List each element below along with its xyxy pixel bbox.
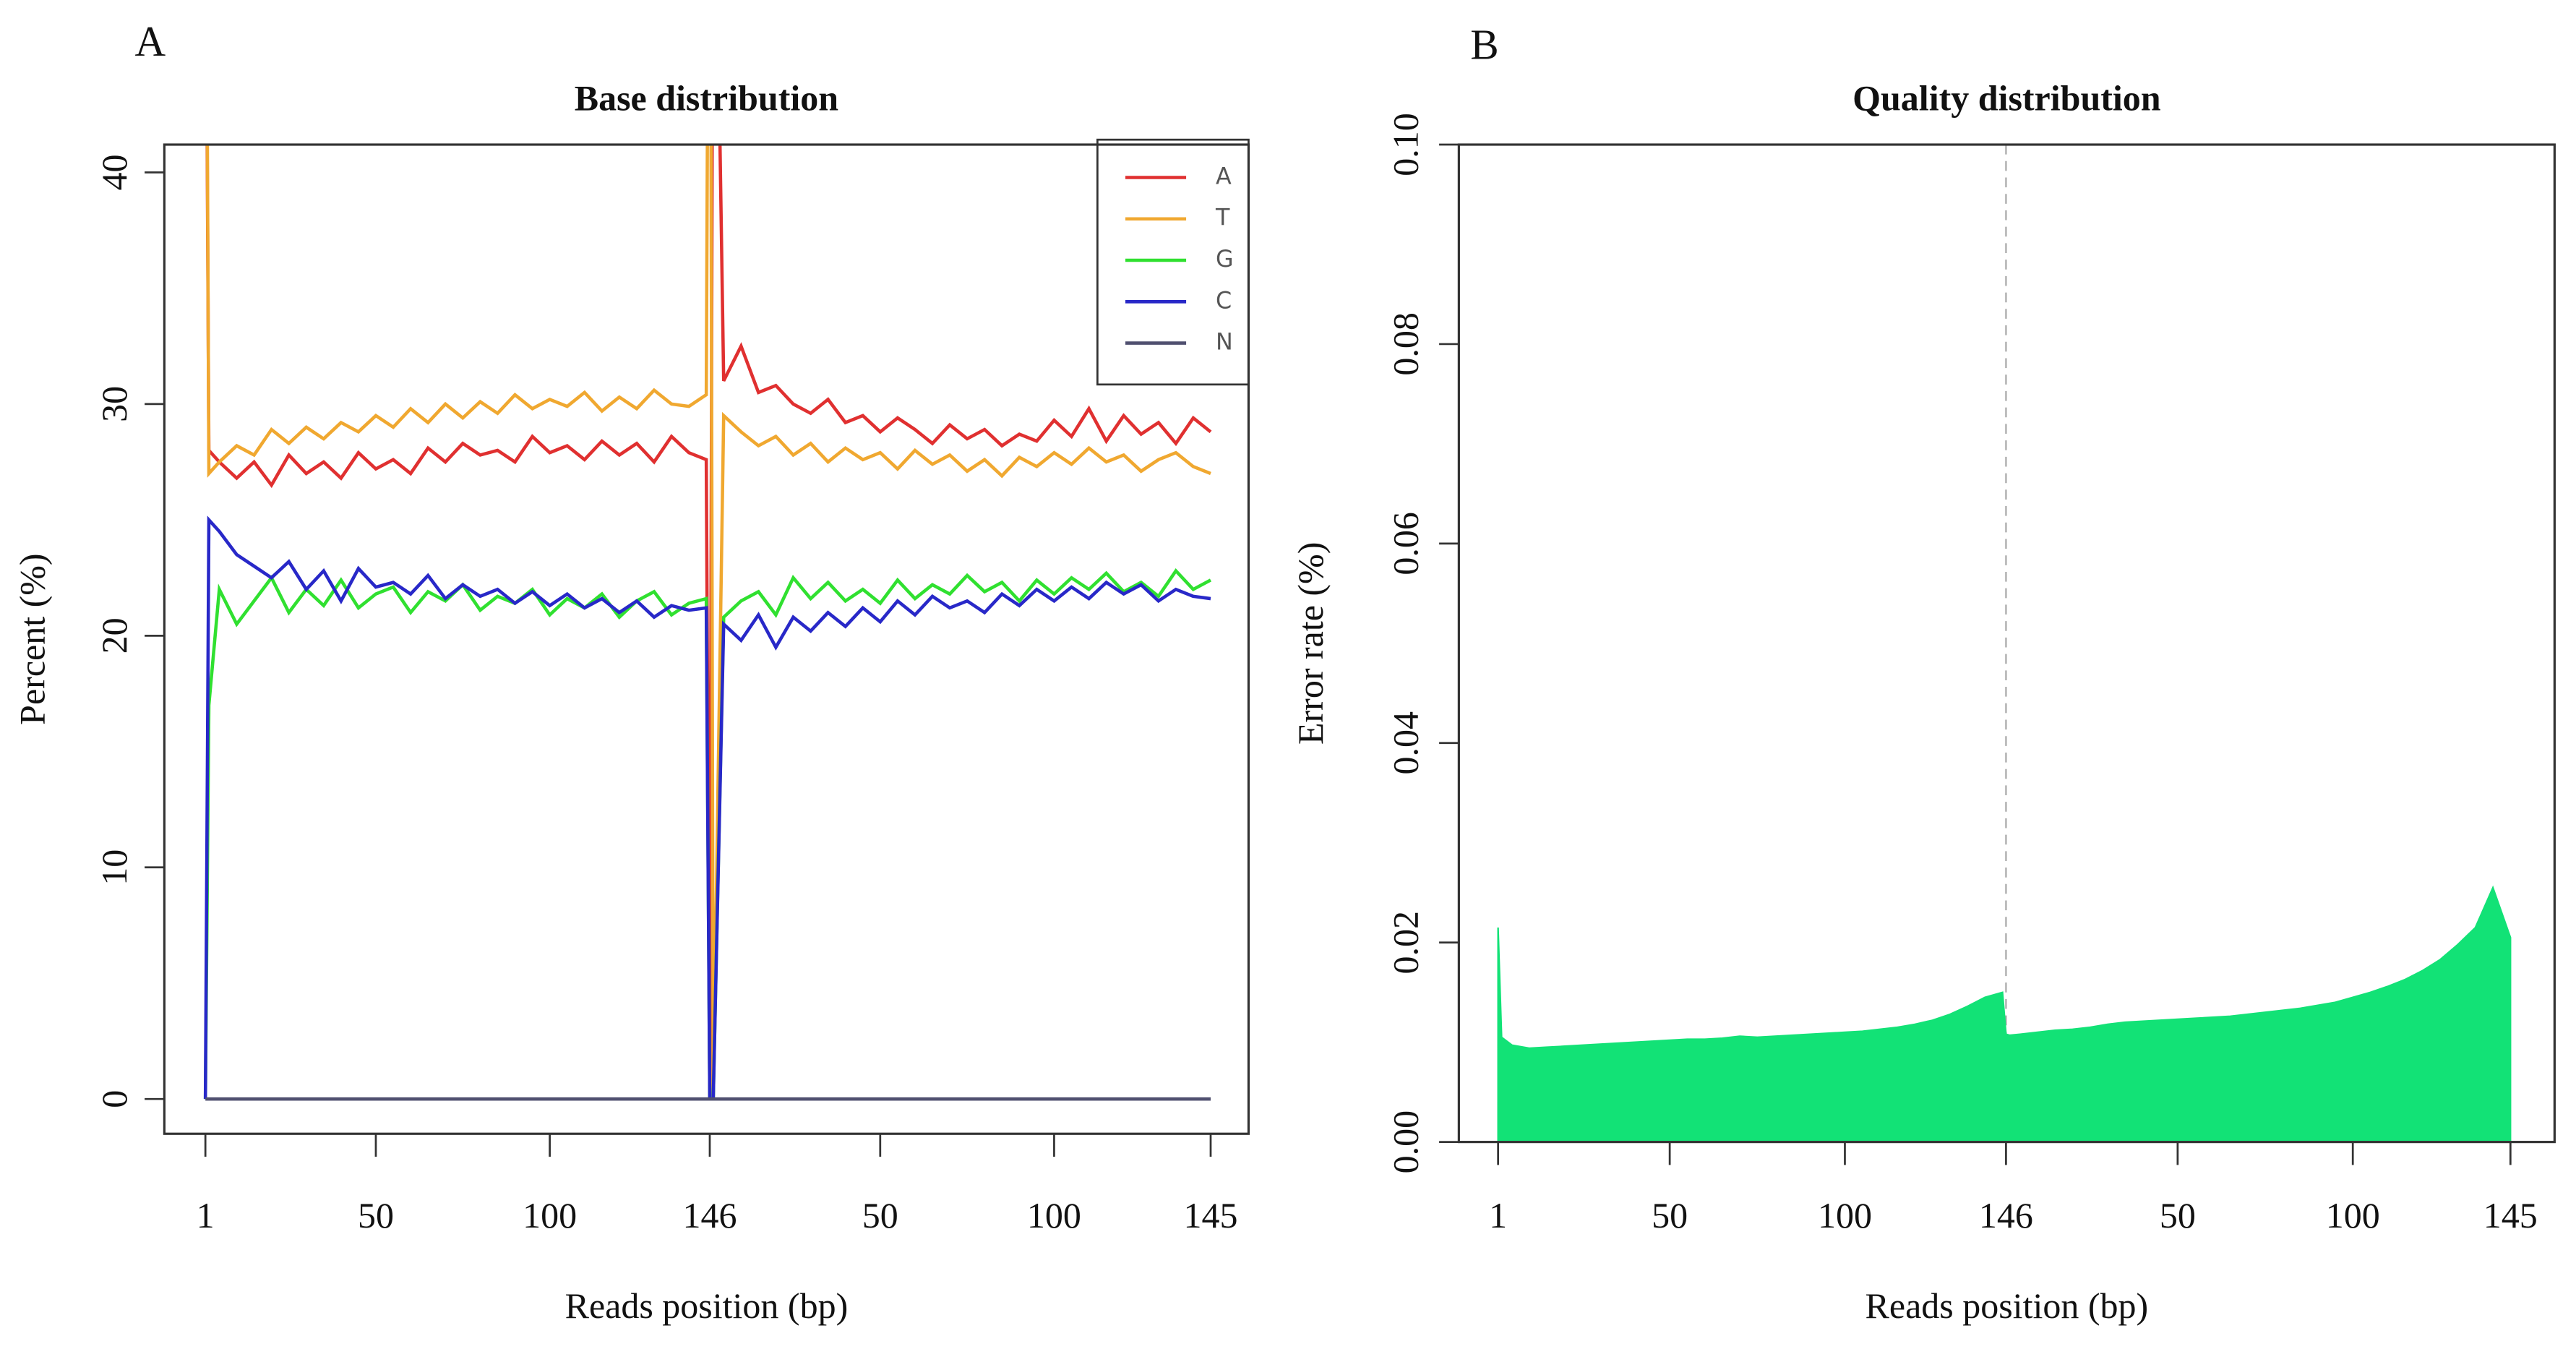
x-tick-label: 145 (2483, 1195, 2538, 1235)
x-tick-label: 100 (523, 1195, 577, 1235)
y-tick-label: 0.08 (1386, 312, 1426, 375)
y-tick-label: 0.00 (1386, 1110, 1426, 1173)
y-axis-label: Percent (%) (12, 553, 53, 724)
plot-area (1497, 145, 2512, 1142)
plot-area (203, 145, 1212, 1101)
error-area (1497, 885, 2512, 1142)
x-tick-label: 50 (1652, 1195, 1688, 1235)
x-tick-label: 50 (862, 1195, 898, 1235)
plot-frame (163, 143, 1250, 1135)
legend-label: G (1216, 245, 1234, 273)
y-tick-label: 10 (94, 849, 134, 886)
x-tick-label: 100 (1818, 1195, 1872, 1235)
plot-frame (1457, 143, 2556, 1144)
x-axis-label: Reads position (bp) (1866, 1285, 2149, 1326)
series-line (203, 515, 1211, 1101)
y-tick-label: 20 (94, 617, 134, 654)
chart-title: Base distribution (575, 77, 839, 118)
x-tick-label: 146 (1979, 1195, 2033, 1235)
y-tick-label: 30 (94, 386, 134, 422)
series-line (205, 145, 1211, 1100)
panel-label: B (1470, 21, 1498, 69)
panel-label: A (134, 17, 166, 65)
y-tick-label: 0.06 (1386, 512, 1426, 575)
x-tick-label: 100 (1027, 1195, 1081, 1235)
y-axis-label: Error rate (%) (1290, 542, 1331, 745)
legend-label: N (1216, 328, 1233, 356)
y-tick-label: 40 (94, 154, 134, 190)
y-tick-label: 0.02 (1386, 911, 1426, 974)
x-tick-label: 50 (2160, 1195, 2196, 1235)
x-tick-label: 146 (682, 1195, 737, 1235)
y-tick-label: 0 (94, 1090, 134, 1108)
x-tick-label: 50 (358, 1195, 394, 1235)
y-tick-label: 0.04 (1386, 711, 1426, 775)
x-axis-label: Reads position (bp) (565, 1285, 849, 1326)
legend-label: T (1215, 204, 1230, 231)
x-tick-label: 145 (1183, 1195, 1237, 1235)
legend-label: A (1216, 162, 1232, 189)
legend-label: C (1216, 286, 1232, 314)
x-tick-label: 1 (197, 1195, 215, 1235)
x-tick-label: 1 (1489, 1195, 1507, 1235)
y-tick-label: 0.10 (1386, 113, 1426, 176)
chart-title: Quality distribution (1852, 77, 2161, 118)
x-tick-label: 100 (2326, 1195, 2380, 1235)
